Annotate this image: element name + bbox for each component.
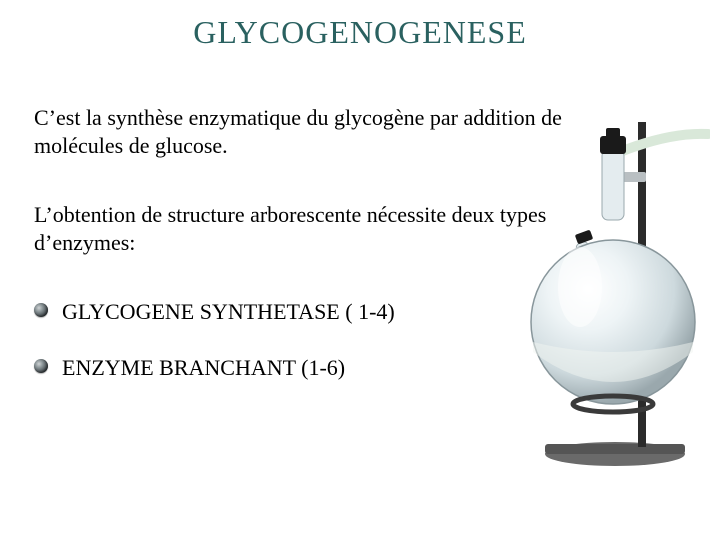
page-title: GLYCOGENOGENESE <box>0 14 720 51</box>
list-item: GLYCOGENE SYNTHETASE ( 1-4) <box>34 298 604 326</box>
list-item-label: ENZYME BRANCHANT (1-6) <box>62 355 345 380</box>
list-item-label: GLYCOGENE SYNTHETASE ( 1-4) <box>62 299 395 324</box>
subintro-paragraph: L’obtention de structure arborescente né… <box>34 201 604 256</box>
text-content: C’est la synthèse enzymatique du glycogè… <box>34 104 604 409</box>
lab-apparatus-icon <box>520 92 710 472</box>
sphere-bullet-icon <box>34 359 48 373</box>
enzyme-list: GLYCOGENE SYNTHETASE ( 1-4) ENZYME BRANC… <box>34 298 604 381</box>
intro-paragraph: C’est la synthèse enzymatique du glycogè… <box>34 104 604 159</box>
sphere-bullet-icon <box>34 303 48 317</box>
list-item: ENZYME BRANCHANT (1-6) <box>34 354 604 382</box>
